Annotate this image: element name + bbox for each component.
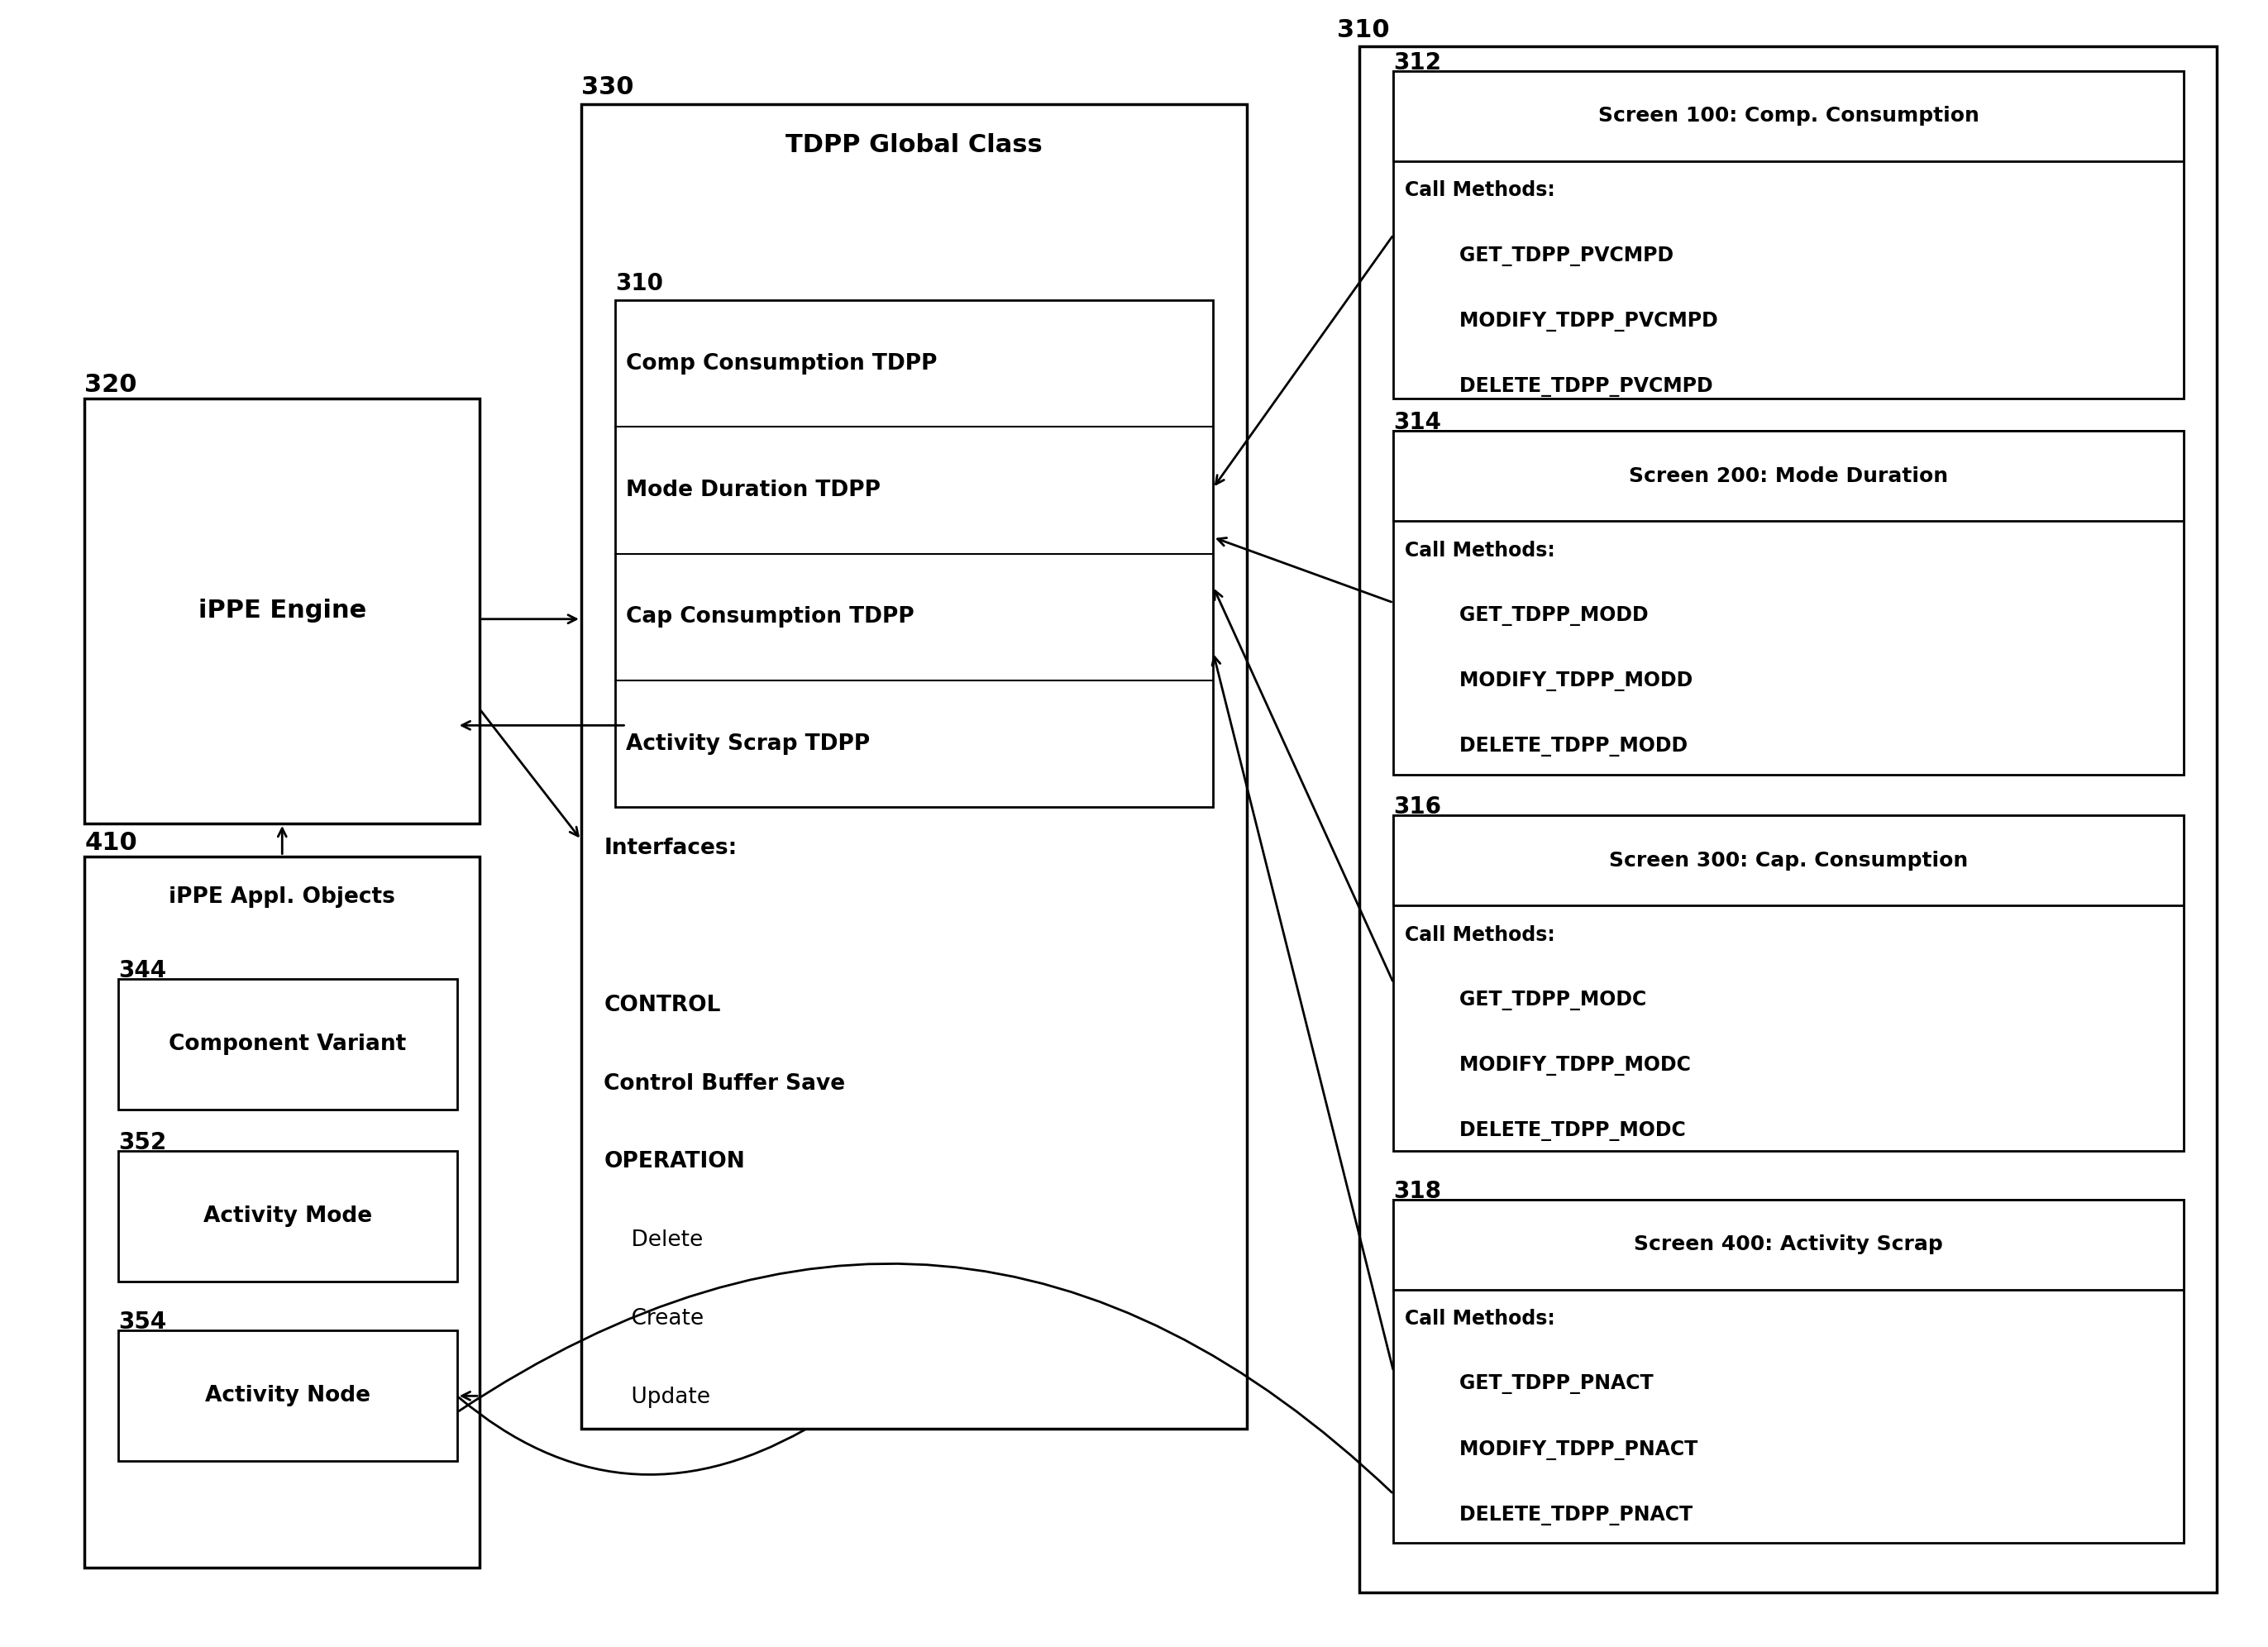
Text: GET_TDPP_MODD: GET_TDPP_MODD xyxy=(1404,606,1649,626)
Text: Update: Update xyxy=(603,1387,710,1408)
Text: Cap Consumption TDPP: Cap Consumption TDPP xyxy=(626,606,914,628)
FancyBboxPatch shape xyxy=(1393,432,2184,520)
Text: 320: 320 xyxy=(84,374,138,397)
Text: 316: 316 xyxy=(1393,796,1442,819)
Text: Comp Consumption TDPP: Comp Consumption TDPP xyxy=(626,352,937,374)
Text: 330: 330 xyxy=(581,76,633,99)
FancyBboxPatch shape xyxy=(615,300,1213,807)
FancyBboxPatch shape xyxy=(1393,1199,2184,1543)
FancyBboxPatch shape xyxy=(84,856,479,1568)
Text: MODIFY_TDPP_PNACT: MODIFY_TDPP_PNACT xyxy=(1404,1439,1699,1459)
FancyBboxPatch shape xyxy=(118,1331,458,1461)
Text: GET_TDPP_PVCMPD: GET_TDPP_PVCMPD xyxy=(1404,245,1674,265)
Text: Component Variant: Component Variant xyxy=(170,1034,406,1056)
Text: TDPP Global Class: TDPP Global Class xyxy=(785,133,1043,156)
Text: Screen 100: Comp. Consumption: Screen 100: Comp. Consumption xyxy=(1599,105,1980,127)
FancyBboxPatch shape xyxy=(1393,1199,2184,1290)
FancyBboxPatch shape xyxy=(1393,815,2184,1151)
Text: 352: 352 xyxy=(118,1131,168,1155)
Text: 312: 312 xyxy=(1393,51,1442,74)
Text: Activity Node: Activity Node xyxy=(204,1385,370,1407)
Text: 318: 318 xyxy=(1393,1179,1442,1202)
FancyBboxPatch shape xyxy=(1359,46,2218,1593)
Text: Call Methods:: Call Methods: xyxy=(1404,1309,1556,1329)
Text: Call Methods:: Call Methods: xyxy=(1404,926,1556,945)
Text: iPPE Engine: iPPE Engine xyxy=(197,600,365,623)
Text: DELETE_TDPP_MODC: DELETE_TDPP_MODC xyxy=(1404,1122,1685,1141)
Text: MODIFY_TDPP_MODD: MODIFY_TDPP_MODD xyxy=(1404,672,1692,692)
Text: 344: 344 xyxy=(118,959,166,982)
Text: 310: 310 xyxy=(615,272,662,295)
Text: GET_TDPP_MODC: GET_TDPP_MODC xyxy=(1404,990,1647,1010)
FancyBboxPatch shape xyxy=(1393,71,2184,161)
Text: Control Buffer Save: Control Buffer Save xyxy=(603,1072,846,1094)
FancyArrowPatch shape xyxy=(458,1263,1393,1492)
Text: Create: Create xyxy=(603,1308,703,1329)
FancyBboxPatch shape xyxy=(581,104,1247,1428)
FancyBboxPatch shape xyxy=(1393,71,2184,399)
Text: Delete: Delete xyxy=(603,1230,703,1252)
Text: Activity Scrap TDPP: Activity Scrap TDPP xyxy=(626,733,871,754)
FancyBboxPatch shape xyxy=(84,399,479,824)
Text: iPPE Appl. Objects: iPPE Appl. Objects xyxy=(168,886,395,907)
Text: Call Methods:: Call Methods: xyxy=(1404,181,1556,201)
FancyBboxPatch shape xyxy=(1393,432,2184,774)
FancyBboxPatch shape xyxy=(118,978,458,1110)
Text: 310: 310 xyxy=(1338,18,1390,43)
Text: 314: 314 xyxy=(1393,412,1442,435)
Text: DELETE_TDPP_PVCMPD: DELETE_TDPP_PVCMPD xyxy=(1404,377,1712,397)
Text: Interfaces:: Interfaces: xyxy=(603,837,737,858)
FancyBboxPatch shape xyxy=(1393,815,2184,906)
Text: Call Methods:: Call Methods: xyxy=(1404,540,1556,560)
Text: GET_TDPP_PNACT: GET_TDPP_PNACT xyxy=(1404,1375,1653,1395)
Text: 354: 354 xyxy=(118,1311,168,1334)
Text: Screen 200: Mode Duration: Screen 200: Mode Duration xyxy=(1628,466,1948,486)
Text: DELETE_TDPP_PNACT: DELETE_TDPP_PNACT xyxy=(1404,1505,1692,1525)
Text: Screen 400: Activity Scrap: Screen 400: Activity Scrap xyxy=(1633,1235,1944,1255)
Text: Screen 300: Cap. Consumption: Screen 300: Cap. Consumption xyxy=(1608,850,1969,870)
Text: DELETE_TDPP_MODD: DELETE_TDPP_MODD xyxy=(1404,736,1687,756)
FancyBboxPatch shape xyxy=(118,1151,458,1281)
Text: Mode Duration TDPP: Mode Duration TDPP xyxy=(626,479,880,501)
Text: CONTROL: CONTROL xyxy=(603,995,721,1016)
Text: OPERATION: OPERATION xyxy=(603,1151,744,1173)
Text: Activity Mode: Activity Mode xyxy=(204,1206,372,1227)
Text: 410: 410 xyxy=(84,832,138,855)
Text: MODIFY_TDPP_MODC: MODIFY_TDPP_MODC xyxy=(1404,1056,1690,1075)
Text: MODIFY_TDPP_PVCMPD: MODIFY_TDPP_PVCMPD xyxy=(1404,311,1717,331)
FancyArrowPatch shape xyxy=(458,1397,805,1474)
